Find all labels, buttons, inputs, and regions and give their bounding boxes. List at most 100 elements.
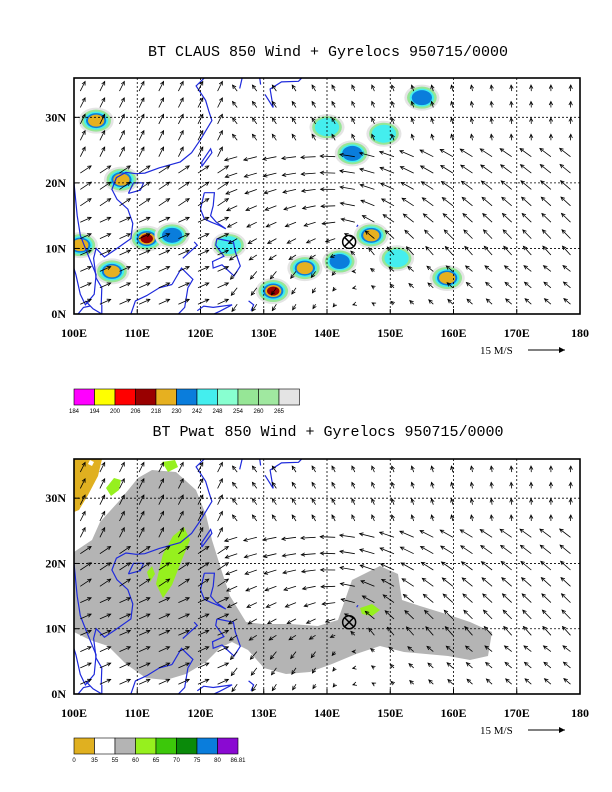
- wind-vector: [399, 530, 414, 538]
- wind-vector: [119, 597, 132, 603]
- wind-vector: [178, 629, 191, 636]
- wind-vector: [542, 625, 552, 636]
- wind-vector: [197, 678, 210, 685]
- x-tick-label: 180: [571, 326, 589, 340]
- wind-vector: [520, 560, 532, 571]
- wind-vector: [419, 530, 434, 538]
- wind-vector: [217, 494, 223, 505]
- wind-vector: [268, 634, 277, 641]
- wind-vector: [308, 634, 316, 640]
- wind-vector: [231, 84, 238, 92]
- coastline-segment: [196, 684, 233, 694]
- wind-vector: [539, 147, 552, 158]
- wind-vector: [251, 303, 258, 312]
- colorbar-label: 194: [89, 409, 100, 415]
- wind-vector: [460, 545, 473, 555]
- wind-vector: [291, 481, 297, 489]
- wind-vector: [359, 183, 375, 190]
- wind-vector: [263, 189, 277, 195]
- wind-vector: [543, 281, 552, 289]
- wind-vector: [138, 266, 151, 272]
- wind-vector: [541, 212, 552, 223]
- wind-vector: [217, 526, 223, 538]
- wind-vector: [223, 156, 238, 162]
- coastline-segment: [182, 621, 199, 639]
- wind-vector: [311, 667, 317, 674]
- wind-vector: [390, 680, 395, 686]
- wind-vector: [270, 667, 277, 676]
- colorbar-label: 60: [132, 758, 139, 764]
- wind-vector: [197, 165, 210, 174]
- wind-vector: [501, 593, 512, 603]
- pwat-region-60: [162, 460, 178, 472]
- wind-vector: [351, 84, 356, 92]
- wind-vector: [430, 84, 435, 92]
- wind-vector: [321, 601, 336, 606]
- wind-vector: [402, 593, 414, 603]
- wind-vector: [548, 465, 554, 473]
- wind-vector: [245, 585, 257, 592]
- wind-vector: [291, 287, 297, 295]
- wind-vector: [310, 651, 316, 659]
- wind-vector: [178, 578, 190, 587]
- wind-vector: [197, 181, 210, 190]
- wind-vector: [249, 651, 258, 660]
- wind-vector: [391, 481, 395, 489]
- wind-vector: [80, 646, 92, 652]
- wind-vector: [99, 113, 106, 125]
- wind-vector: [226, 602, 238, 608]
- coastline-segment: [259, 459, 262, 466]
- wind-vector: [262, 172, 277, 178]
- wind-vector: [331, 271, 336, 276]
- wind-vector: [80, 266, 92, 272]
- wind-vector: [99, 629, 112, 636]
- wind-vector: [379, 182, 395, 190]
- wind-vector: [469, 100, 475, 108]
- pwat-region-60: [360, 604, 380, 616]
- wind-vector: [409, 299, 414, 305]
- wind-vector: [420, 561, 434, 571]
- wind-vector: [311, 117, 316, 125]
- wind-vector: [410, 133, 415, 141]
- wind-vector: [351, 497, 356, 505]
- wind-vector: [430, 514, 435, 522]
- wind-vector: [158, 510, 165, 522]
- wind-vector: [80, 249, 92, 256]
- wind-vector: [138, 646, 151, 652]
- wind-vector: [300, 552, 316, 557]
- x-tick-label: 150E: [377, 706, 403, 720]
- wind-vector: [291, 667, 297, 675]
- wind-vector: [138, 494, 145, 505]
- coastline-segment: [201, 528, 213, 548]
- wind-vector: [119, 646, 132, 652]
- wind-vector: [99, 526, 106, 538]
- wind-vector: [351, 133, 356, 141]
- wind-vector: [484, 645, 493, 652]
- wind-vector: [489, 481, 494, 489]
- wind-vector: [246, 221, 257, 228]
- wind-vector: [464, 645, 473, 652]
- wind-vector: [251, 497, 258, 505]
- wind-vector: [324, 238, 336, 243]
- wind-vector: [500, 560, 512, 571]
- wind-vector: [489, 497, 494, 505]
- wind-vector: [99, 129, 106, 141]
- wind-vector: [291, 100, 297, 108]
- wind-vector: [178, 181, 190, 190]
- wind-vector: [464, 625, 473, 636]
- wind-vector: [402, 213, 414, 223]
- wind-vector: [305, 618, 316, 624]
- wind-vector: [225, 189, 238, 195]
- wind-vector: [523, 265, 532, 272]
- wind-vector: [80, 216, 92, 223]
- wind-vector: [217, 80, 223, 92]
- wind-vectors: [79, 461, 573, 693]
- wind-vector: [430, 481, 435, 489]
- wind-vector: [288, 254, 297, 261]
- wind-vector: [568, 465, 573, 473]
- wind-vector: [224, 553, 238, 559]
- wind-vector: [80, 662, 92, 669]
- wind-vector: [197, 646, 210, 652]
- wind-vector: [271, 514, 277, 522]
